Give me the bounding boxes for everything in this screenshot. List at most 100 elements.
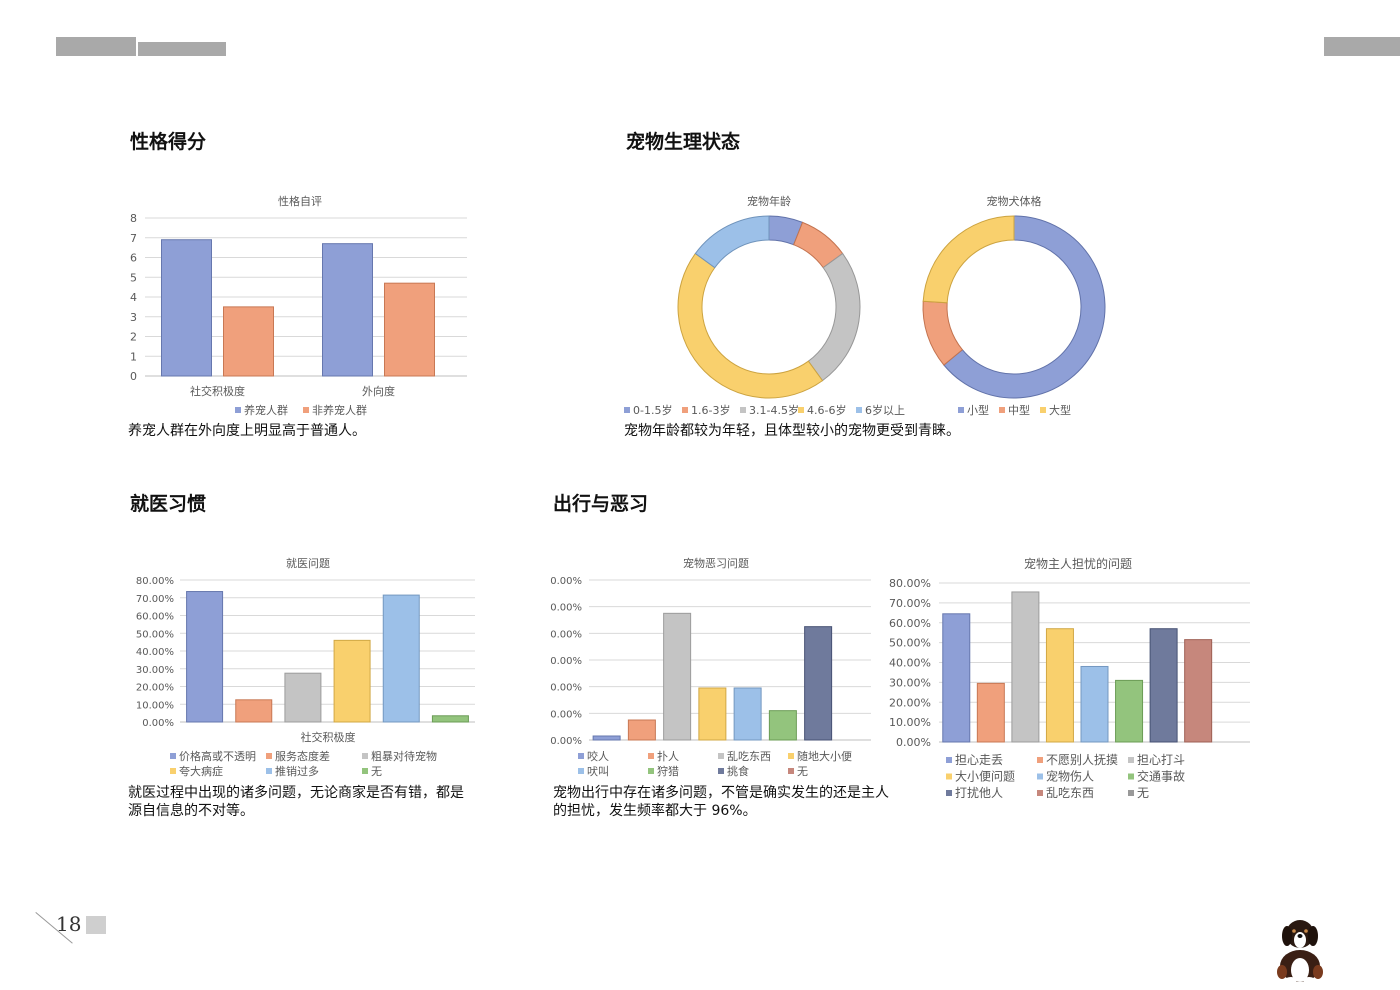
page-number: 18 (56, 912, 82, 936)
legend-swatch (1037, 790, 1043, 796)
y-tick-label: 0.00% (550, 603, 582, 614)
legend-label: 大小便问题 (955, 770, 1015, 784)
legend-label: 吠叫 (587, 765, 609, 778)
bar-打扰他人 (1149, 628, 1178, 743)
legend-label: 小型 (967, 403, 989, 417)
y-tick-label: 0 (130, 370, 137, 383)
y-tick-label: 2 (130, 331, 137, 344)
legend-swatch (958, 407, 964, 413)
y-tick-label: 80.00% (136, 576, 174, 587)
legend-label: 推销过多 (275, 764, 319, 778)
y-tick-label: 5 (130, 271, 137, 284)
bar-非养宠人群 (384, 282, 435, 377)
bar-吠叫 (733, 687, 762, 741)
y-tick-label: 80.00% (889, 577, 931, 590)
donut-slice-大型 (922, 215, 1015, 304)
legend-label: 宠物伤人 (1046, 769, 1094, 784)
legend-label: 大型 (1049, 403, 1071, 417)
legend-swatch (578, 753, 584, 759)
bar-咬人 (592, 735, 621, 741)
bar-推销过多 (382, 594, 420, 723)
y-tick-label: 40.00% (889, 657, 931, 670)
donut-slice-4.6-6岁 (677, 252, 824, 399)
legend-swatch (1128, 790, 1134, 796)
bar-乱吃东西 (663, 612, 692, 741)
legend-swatch (740, 407, 746, 413)
bar-养宠人群 (161, 239, 212, 377)
physiology-donut-charts: 宠物年龄 宠物犬体格 0-1.5岁 1.6-3岁 3.1-4.5岁 4.6-6岁 6岁以上 小… (624, 194, 1106, 417)
y-tick-label: 20.00% (136, 683, 174, 694)
section-title-medical: 就医习惯 (130, 493, 207, 515)
pet-bad-habits-chart: 宠物恶习问题 0.00% 0.00% 0.00% 0.00% 0.00% 0.00% 0.00… (550, 556, 871, 778)
chart-title: 宠物年龄 (747, 194, 791, 208)
legend-label: 无 (797, 765, 808, 778)
y-tick-label: 10.00% (889, 716, 931, 729)
legend-label: 扑人 (657, 749, 679, 763)
bar-大小便问题 (1045, 628, 1074, 743)
y-tick-label: 0.00% (896, 736, 931, 749)
bar-不愿别人抚摸 (976, 682, 1005, 743)
legend-swatch (946, 790, 952, 796)
legend-label: 担心打斗 (1137, 753, 1185, 767)
legend-label: 挑食 (727, 764, 749, 778)
y-tick-label: 50.00% (889, 637, 931, 650)
y-tick-label: 8 (130, 212, 137, 225)
bar-担心打斗 (1011, 591, 1040, 743)
legend-label: 随地大小便 (797, 749, 852, 763)
y-tick-label: 7 (130, 232, 137, 245)
legend-swatch (1037, 757, 1043, 763)
owner-worries-chart: 宠物主人担忧的问题 0.00% 10.00% 20.00% 30.00% 40.00% 50… (889, 556, 1250, 800)
section-title-travel: 出行与恶习 (553, 493, 649, 515)
legend-swatch (718, 768, 724, 774)
legend-label: 6岁以上 (865, 403, 905, 417)
legend-label: 中型 (1008, 403, 1030, 417)
y-tick-label: 70.00% (889, 597, 931, 610)
legend-swatch (1040, 407, 1046, 413)
bar-宠物伤人 (1080, 665, 1109, 743)
bar-价格高或不透明 (186, 591, 224, 723)
header-bar-left-2 (138, 42, 226, 56)
y-tick-label: 0.00% (550, 709, 582, 720)
y-tick-label: 0.00% (550, 576, 582, 587)
header-bar-right (1324, 37, 1400, 56)
x-tick-label: 社交积极度 (190, 384, 245, 398)
legend-swatch (718, 753, 724, 759)
caption-travel: 宠物出行中存在诸多问题，不管是确实发生的还是主人的担忧，发生频率都大于 96%。 (553, 785, 889, 819)
y-tick-label: 3 (130, 311, 137, 324)
bar-挑食 (804, 626, 833, 741)
legend-label: 担心走丢 (955, 753, 1003, 767)
y-tick-label: 0.00% (142, 718, 174, 729)
legend-label: 价格高或不透明 (179, 749, 256, 763)
bar-交通事故 (1115, 679, 1144, 743)
legend-swatch (1128, 757, 1134, 763)
y-tick-label: 0.00% (550, 629, 582, 640)
bar-随地大小便 (698, 687, 727, 741)
legend-swatch (266, 768, 272, 774)
legend-swatch (648, 753, 654, 759)
legend-label: 0-1.5岁 (633, 403, 672, 417)
bar-养宠人群 (322, 243, 373, 377)
y-tick-label: 1 (130, 350, 137, 363)
legend-label: 粗暴对待宠物 (371, 749, 437, 763)
legend-swatch (788, 753, 794, 759)
bar-扑人 (627, 719, 656, 741)
legend-swatch (1128, 773, 1134, 780)
legend-swatch (266, 753, 272, 759)
y-tick-label: 4 (130, 291, 137, 304)
donut-slice-小型 (943, 215, 1106, 399)
legend-label: 4.6-6岁 (807, 403, 846, 417)
chart-title: 宠物恶习问题 (683, 556, 749, 570)
y-tick-label: 0.00% (550, 683, 582, 694)
legend-label: 乱吃东西 (727, 750, 771, 763)
legend-label: 打扰他人 (955, 786, 1003, 800)
y-tick-label: 40.00% (136, 647, 174, 658)
legend-label: 无 (1137, 786, 1149, 800)
bar-乱吃东西 (1184, 639, 1213, 743)
bar-狩猎 (768, 710, 797, 741)
legend-label: 交通事故 (1137, 769, 1185, 784)
legend-label: 养宠人群 (244, 403, 288, 417)
y-tick-label: 0.00% (550, 656, 582, 667)
page-number-box (86, 916, 106, 934)
legend-swatch (856, 407, 862, 413)
